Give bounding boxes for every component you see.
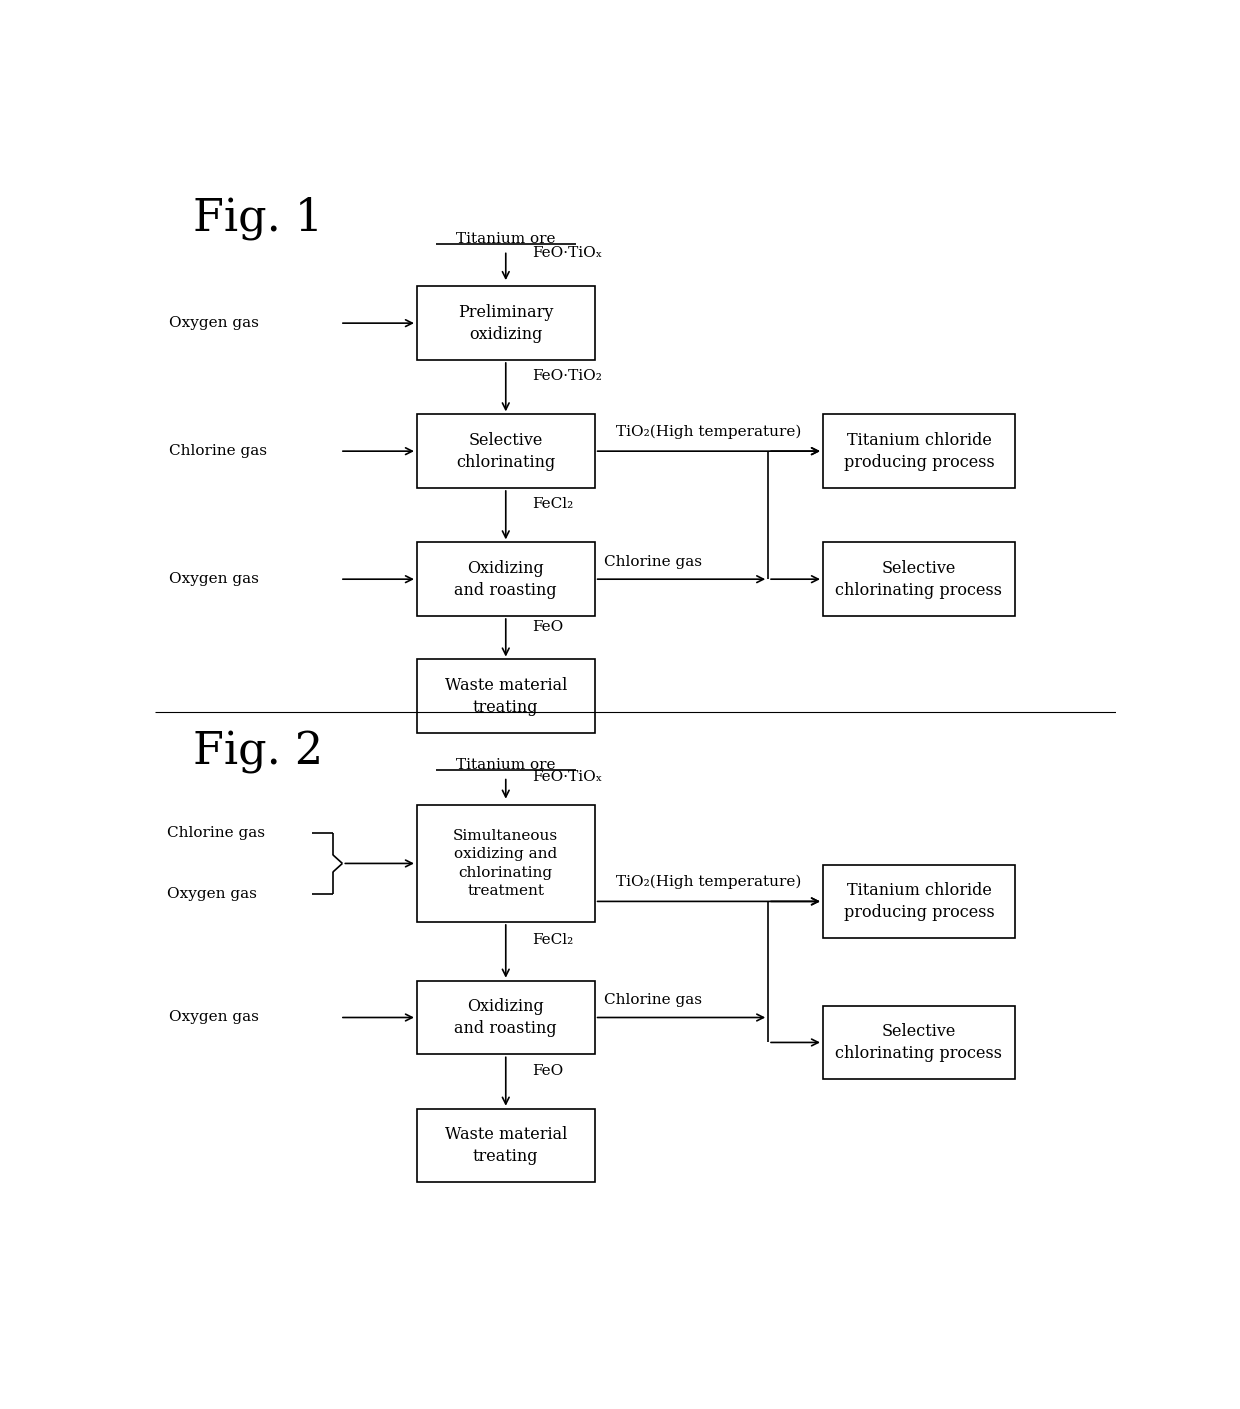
- Text: Chlorine gas: Chlorine gas: [170, 444, 268, 458]
- Bar: [417, 414, 595, 488]
- Text: Selective
chlorinating process: Selective chlorinating process: [836, 559, 1002, 599]
- Text: Selective
chlorinating process: Selective chlorinating process: [836, 1023, 1002, 1062]
- Text: Oxidizing
and roasting: Oxidizing and roasting: [454, 559, 557, 599]
- Text: TiO₂(High temperature): TiO₂(High temperature): [616, 424, 801, 438]
- Text: FeO·TiOₓ: FeO·TiOₓ: [532, 771, 601, 785]
- Text: Oxygen gas: Oxygen gas: [166, 886, 257, 900]
- Text: FeCl₂: FeCl₂: [532, 934, 573, 947]
- Bar: [823, 414, 1016, 488]
- Text: FeO·TiO₂: FeO·TiO₂: [532, 369, 601, 383]
- Text: Waste material
treating: Waste material treating: [445, 676, 567, 716]
- Bar: [417, 659, 595, 733]
- Text: FeO·TiOₓ: FeO·TiOₓ: [532, 245, 601, 259]
- Text: Titanium ore: Titanium ore: [456, 231, 556, 245]
- Text: Selective
chlorinating: Selective chlorinating: [456, 431, 556, 471]
- Text: Chlorine gas: Chlorine gas: [166, 826, 264, 840]
- Text: Simultaneous
oxidizing and
chlorinating
treatment: Simultaneous oxidizing and chlorinating …: [453, 828, 558, 898]
- Bar: [823, 1006, 1016, 1079]
- Text: Titanium chloride
producing process: Titanium chloride producing process: [843, 882, 994, 921]
- Text: Oxygen gas: Oxygen gas: [170, 572, 259, 586]
- Text: Titanium chloride
producing process: Titanium chloride producing process: [843, 431, 994, 471]
- Text: Preliminary
oxidizing: Preliminary oxidizing: [458, 303, 553, 342]
- Text: TiO₂(High temperature): TiO₂(High temperature): [616, 875, 801, 889]
- Text: Chlorine gas: Chlorine gas: [604, 555, 702, 569]
- Text: FeO: FeO: [532, 620, 563, 634]
- Text: Waste material
treating: Waste material treating: [445, 1126, 567, 1165]
- Text: Oxidizing
and roasting: Oxidizing and roasting: [454, 998, 557, 1037]
- Bar: [417, 286, 595, 361]
- Text: Fig. 1: Fig. 1: [193, 196, 324, 240]
- Bar: [823, 542, 1016, 616]
- Text: Oxygen gas: Oxygen gas: [170, 316, 259, 330]
- Text: Oxygen gas: Oxygen gas: [170, 1010, 259, 1024]
- Bar: [417, 805, 595, 921]
- Text: Fig. 2: Fig. 2: [193, 731, 324, 775]
- Text: FeO: FeO: [532, 1064, 563, 1078]
- Text: Chlorine gas: Chlorine gas: [604, 993, 702, 1007]
- Bar: [417, 542, 595, 616]
- Text: FeCl₂: FeCl₂: [532, 497, 573, 511]
- Text: Titanium ore: Titanium ore: [456, 758, 556, 772]
- Bar: [823, 865, 1016, 938]
- Bar: [417, 1109, 595, 1182]
- Bar: [417, 981, 595, 1054]
